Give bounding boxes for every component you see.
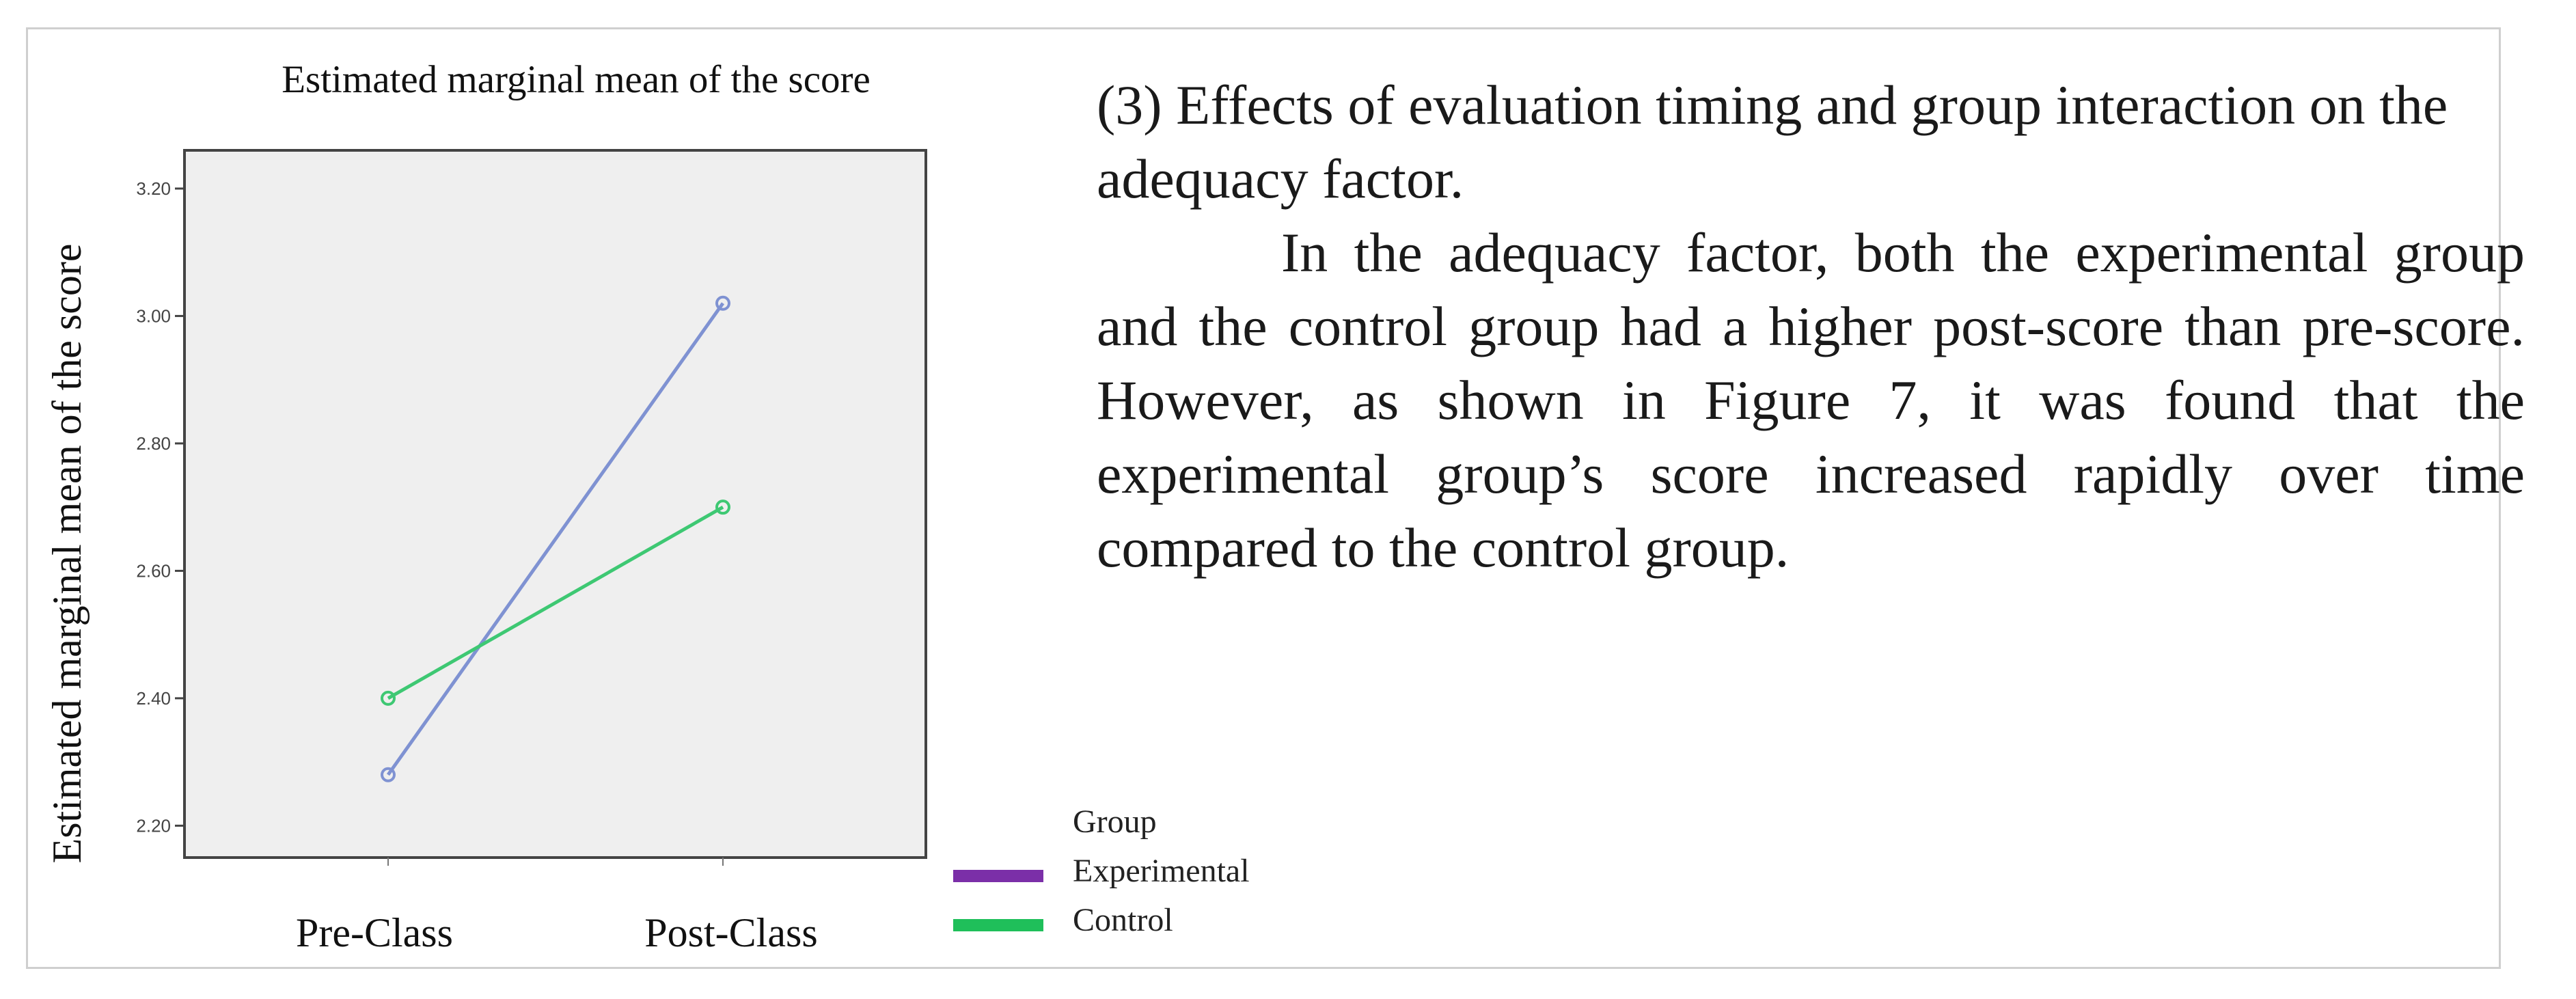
data-point-control — [715, 500, 730, 515]
y-tick-label: 2.20 — [136, 815, 171, 836]
data-point-experimental — [715, 295, 730, 311]
plot-area — [183, 149, 927, 859]
data-point-experimental — [381, 767, 396, 782]
figure-frame — [26, 27, 2501, 969]
paragraph: In the adequacy factor, both the experim… — [1097, 221, 2525, 579]
data-point-control — [381, 690, 396, 706]
legend-title: Group — [1073, 804, 1157, 840]
legend-swatch-experimental — [953, 870, 1043, 882]
y-tick-label: 2.80 — [136, 433, 171, 454]
y-tick-label: 2.40 — [136, 688, 171, 709]
y-tick-label: 3.00 — [136, 305, 171, 326]
legend-label-control: Control — [1073, 902, 1173, 938]
series-points — [381, 295, 730, 782]
series-line-control — [387, 505, 724, 700]
section-heading: (3) Effects of evaluation timing and gro… — [1097, 74, 2448, 210]
series-lines — [386, 302, 725, 776]
y-tick-label: 2.60 — [136, 560, 171, 581]
y-tick-label: 3.20 — [136, 178, 171, 199]
legend-label-experimental: Experimental — [1073, 853, 1250, 889]
x-tick-label: Post-Class — [644, 910, 817, 955]
chart-title: Estimated marginal mean of the score — [282, 58, 871, 101]
body-text: (3) Effects of evaluation timing and gro… — [1097, 68, 2525, 585]
series-line-experimental — [386, 302, 725, 776]
y-axis-ticks: 2.20 2.40 2.60 2.80 3.00 3.20 — [136, 178, 184, 836]
x-axis-ticks: Pre-Class Post-Class — [296, 858, 818, 955]
legend-swatch-control — [953, 919, 1043, 931]
x-tick-label: Pre-Class — [296, 910, 453, 955]
y-axis-label: Estimated marginal mean of the score — [44, 244, 90, 864]
